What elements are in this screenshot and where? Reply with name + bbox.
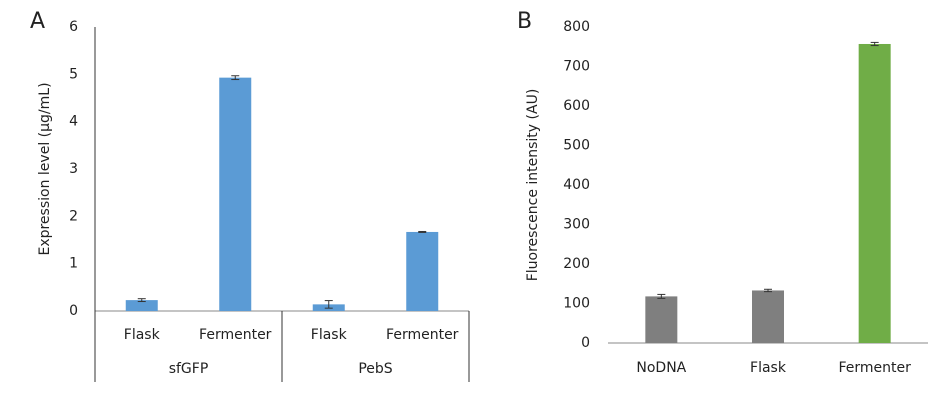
- bar: [406, 231, 439, 311]
- x-tick-label: Flask: [124, 327, 161, 343]
- group-label: sfGFP: [169, 361, 209, 377]
- bar: [752, 290, 784, 343]
- y-tick-label: 800: [563, 19, 590, 35]
- bar: [858, 43, 891, 344]
- x-tick-label: NoDNA: [636, 360, 686, 376]
- bar: [125, 300, 158, 311]
- y-tick-label: 200: [563, 256, 590, 272]
- y-tick-label: 100: [563, 296, 590, 312]
- x-tick-label: Flask: [311, 327, 348, 343]
- y-tick-label: 0: [581, 335, 590, 351]
- y-tick-label: 600: [563, 98, 590, 114]
- y-tick-label: 700: [563, 59, 590, 75]
- panel-label: B: [517, 9, 532, 34]
- y-tick-label: 3: [69, 161, 78, 177]
- bar: [645, 296, 678, 343]
- y-tick-label: 0: [69, 303, 78, 319]
- y-tick-label: 6: [69, 19, 78, 35]
- y-tick-label: 2: [69, 208, 78, 224]
- y-tick-label: 1: [69, 256, 78, 272]
- bar: [219, 77, 252, 311]
- y-axis-label: Fluorescence intensity (AU): [525, 89, 541, 282]
- y-tick-label: 500: [563, 138, 590, 154]
- group-label: PebS: [358, 361, 392, 377]
- x-tick-label: Fermenter: [199, 327, 272, 343]
- y-axis-label: Expression level (µg/mL): [37, 82, 53, 255]
- x-tick-label: Fermenter: [386, 327, 459, 343]
- y-tick-label: 400: [563, 177, 590, 193]
- panel-label: A: [30, 9, 45, 34]
- y-tick-label: 4: [69, 114, 78, 130]
- x-tick-label: Fermenter: [838, 360, 911, 376]
- y-tick-label: 300: [563, 217, 590, 233]
- y-tick-label: 5: [69, 66, 78, 82]
- x-tick-label: Flask: [750, 360, 787, 376]
